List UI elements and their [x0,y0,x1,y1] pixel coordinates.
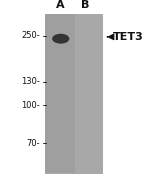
Text: TET3: TET3 [113,32,144,42]
Bar [45,14,75,173]
Text: 70-: 70- [26,139,40,148]
Text: A: A [56,0,64,10]
Text: 100-: 100- [21,101,40,110]
Text: 250-: 250- [21,31,40,40]
Text: 130-: 130- [21,77,40,86]
Ellipse shape [52,34,69,44]
Text: B: B [81,0,90,10]
Bar [45,14,102,173]
